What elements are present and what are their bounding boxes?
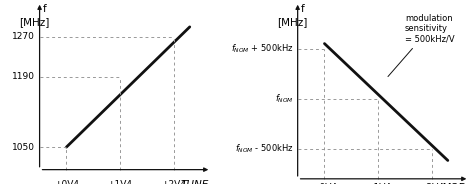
Text: modulation
sensitivity
= 500kHz/V: modulation sensitivity = 500kHz/V xyxy=(388,14,455,77)
Text: $f_{NOM}$: $f_{NOM}$ xyxy=(274,92,293,105)
Text: $f_{NOM}$ + 500kHz: $f_{NOM}$ + 500kHz xyxy=(230,42,293,55)
Text: +1V4: +1V4 xyxy=(365,183,391,184)
Text: f: f xyxy=(301,3,304,13)
Text: +2V4: +2V4 xyxy=(419,183,444,184)
Text: [MHz]: [MHz] xyxy=(19,17,50,27)
Text: f: f xyxy=(42,4,46,14)
Text: +1V4: +1V4 xyxy=(108,180,133,184)
Text: 1270: 1270 xyxy=(12,32,35,41)
Text: $f_{NOM}$ - 500kHz: $f_{NOM}$ - 500kHz xyxy=(235,143,293,155)
Text: 1190: 1190 xyxy=(12,72,35,82)
Text: +2V4: +2V4 xyxy=(161,180,186,184)
Text: MOD: MOD xyxy=(441,183,466,184)
Text: TUNE: TUNE xyxy=(180,180,209,184)
Text: +0V4: +0V4 xyxy=(312,183,337,184)
Text: 1050: 1050 xyxy=(12,143,35,152)
Text: +0V4: +0V4 xyxy=(54,180,79,184)
Text: [MHz]: [MHz] xyxy=(277,17,308,27)
